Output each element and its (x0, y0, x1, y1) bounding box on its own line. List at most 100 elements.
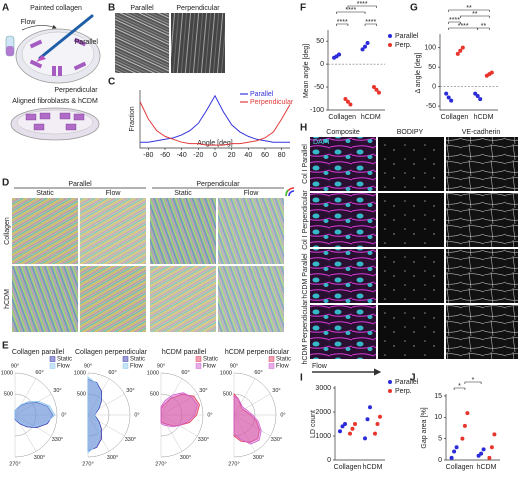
legend-label: Parallel (395, 33, 419, 40)
panel-label: G (410, 3, 418, 14)
y-tick-label: 0 (432, 83, 436, 90)
y-tick-label: 0 (327, 457, 331, 464)
theta-grid (233, 378, 256, 416)
data-point (462, 423, 467, 428)
data-point (487, 455, 492, 460)
series-line (140, 94, 290, 143)
a-bottom: Aligned fibroblasts & hCDM (12, 98, 98, 105)
axes (139, 90, 290, 149)
x-tick-label: hCDM (363, 464, 383, 471)
data-point (348, 102, 353, 107)
theta-tick-label: 30° (272, 388, 280, 394)
y-tick-label: 15 (434, 393, 442, 400)
panel-label: A (2, 3, 9, 14)
theta-tick-label: 0° (280, 412, 285, 418)
significance-bracket (364, 23, 377, 26)
panel-label: H (300, 123, 307, 134)
legend-label: Static (57, 357, 72, 363)
data-point (374, 87, 379, 92)
data-point (375, 422, 380, 426)
legend-swatch (268, 363, 275, 369)
significance-bracket (336, 23, 349, 26)
y-tick-label: 5 (438, 436, 442, 443)
theta-tick-label: 60° (181, 370, 189, 376)
data-point (489, 445, 494, 450)
y-tick-label: -50 (426, 103, 436, 110)
x-tick-label: -80 (143, 152, 153, 159)
data-point (454, 445, 459, 450)
d-images (12, 198, 284, 332)
significance: ** (472, 11, 478, 18)
data-point (365, 417, 370, 422)
legend-marker (388, 389, 392, 393)
y-tick-label: -50 (314, 84, 324, 91)
y-tick-label: -100 (310, 107, 324, 114)
y-tick-label: 2000 (315, 409, 331, 416)
data-point (376, 90, 381, 95)
x-tick-label: -60 (160, 152, 170, 159)
data-point (373, 431, 377, 436)
significance-bracket (464, 381, 482, 384)
theta-tick-label: 300° (107, 455, 118, 461)
theta-tick-label: 0° (61, 412, 66, 418)
significance: * (472, 377, 475, 384)
panel-label: B (108, 3, 115, 14)
theta-tick-label: 30° (53, 388, 61, 394)
significance-bracket (453, 387, 466, 390)
theta-grid (233, 414, 271, 437)
legend-swatch (122, 356, 129, 362)
rose (87, 376, 102, 454)
data-point (340, 424, 345, 429)
theta-tick-label: 330° (198, 437, 209, 443)
r-tick-label: 1000 (1, 370, 13, 376)
panel-label: E (2, 341, 9, 352)
theta-grid (14, 414, 52, 437)
x-tick-label: Collagen (328, 114, 356, 121)
y-tick-label: 10 (434, 414, 442, 421)
y-tick-label: 100 (424, 45, 436, 52)
legend-label: Flow (57, 364, 70, 370)
rose (87, 378, 103, 452)
image-parallel (115, 13, 169, 73)
theta-tick-label: 270° (9, 461, 20, 467)
data-point (473, 91, 478, 96)
data-point (449, 455, 454, 460)
significance-bracket (448, 21, 461, 24)
significance-bracket (477, 27, 490, 30)
polar-title: hCDM parallel (162, 349, 207, 356)
rose (233, 395, 262, 445)
d-condition: Flow (106, 190, 122, 197)
legend-label: Static (203, 357, 218, 363)
r-tick-label: 500 (77, 391, 86, 397)
theta-grid (87, 393, 125, 416)
data-point (363, 436, 367, 441)
d-condition: Static (174, 190, 192, 197)
significance: **** (449, 17, 460, 24)
h-row: Col I Perpendicular (302, 190, 309, 250)
d-condition: Flow (244, 190, 260, 197)
data-point (444, 91, 449, 96)
theta-tick-label: 30° (199, 388, 207, 394)
r-tick-label: 1000 (147, 370, 159, 376)
y-axis-label: Fraction (129, 106, 136, 131)
r-tick-label: 500 (223, 391, 232, 397)
b-header: Perpendicular (176, 5, 220, 12)
rose (160, 392, 198, 428)
d-row: hCDM (4, 289, 11, 309)
data-point (343, 422, 347, 426)
data-point (478, 97, 483, 102)
image-perpendicular (171, 13, 225, 73)
polar-title: Collagen parallel (12, 349, 65, 356)
theta-tick-label: 270° (155, 461, 166, 467)
significance-bracket (336, 11, 366, 14)
significance: **** (458, 23, 469, 30)
polar-title: Collagen perpendicular (75, 349, 148, 356)
x-tick-label: 40 (244, 152, 252, 159)
theta-tick-label: 270° (228, 461, 239, 467)
x-tick-label: -40 (177, 152, 187, 159)
significance-bracket (448, 9, 490, 12)
x-tick-label: hCDM (474, 114, 494, 121)
x-tick-label: Collagen (446, 464, 474, 471)
legend-marker (388, 34, 392, 38)
d-group: Parallel (68, 181, 92, 188)
